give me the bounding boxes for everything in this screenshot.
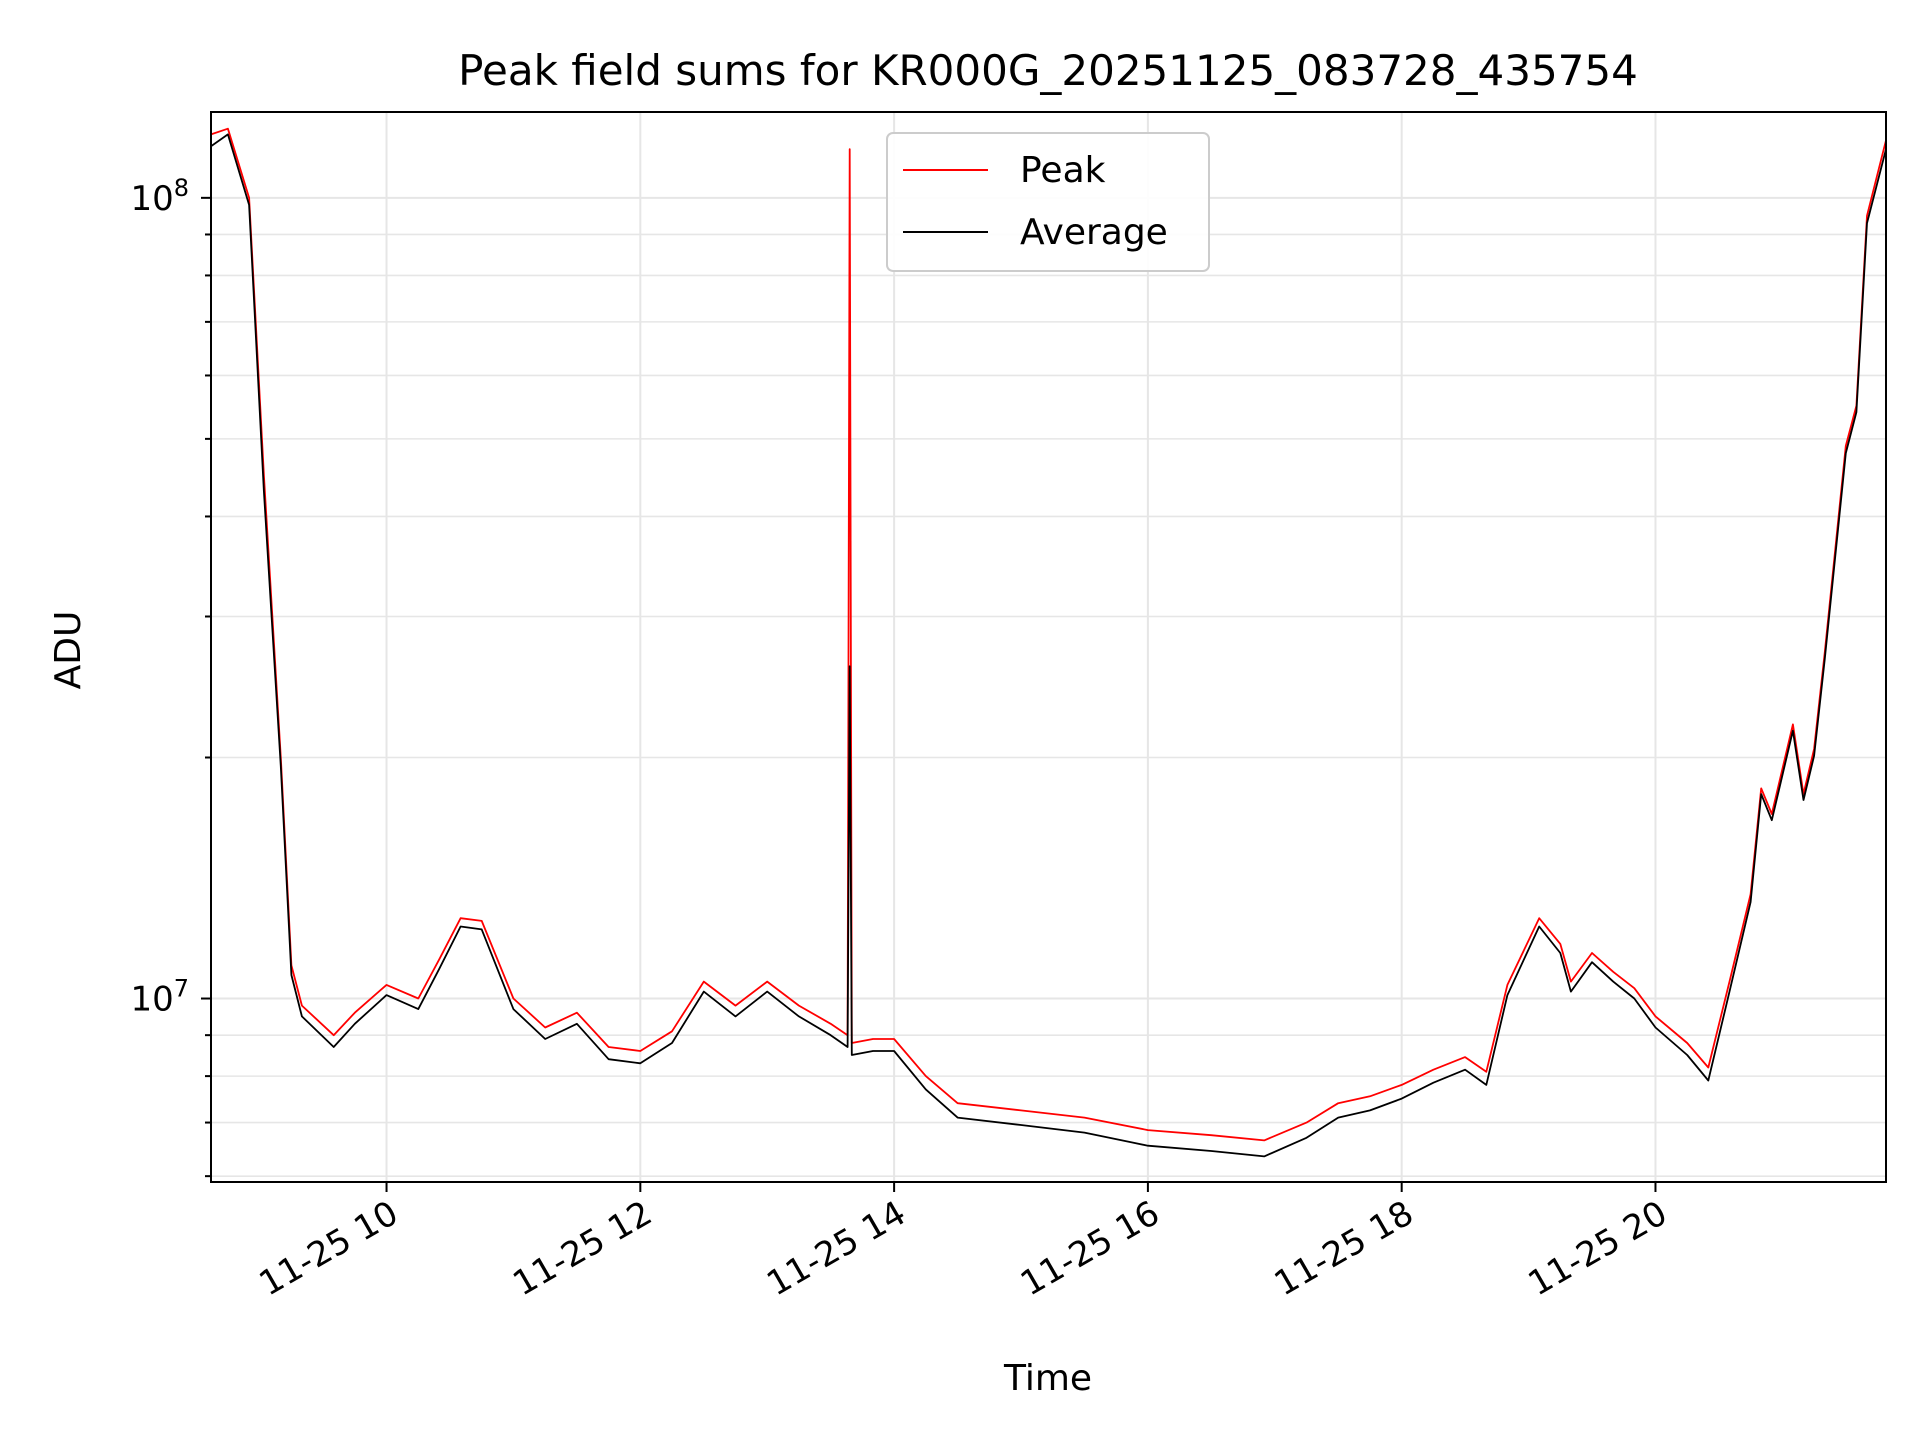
plot-area-frame (210, 111, 1887, 1183)
y-axis-label: ADU (48, 611, 89, 690)
series-line-peak (210, 127, 1887, 1142)
grid-lines (211, 112, 1886, 1182)
series-lines (210, 127, 1887, 1158)
series-line-average (210, 133, 1887, 1158)
y-tick-exponent: 7 (174, 975, 189, 1003)
y-tick-exponent: 8 (174, 174, 189, 202)
legend-box (886, 132, 1210, 272)
legend: Peak Average (886, 132, 1210, 272)
legend-label-average: Average (1020, 212, 1168, 253)
y-tick-label: 107 (130, 975, 189, 1020)
x-axis-label: Time (1003, 1358, 1092, 1399)
legend-label-peak: Peak (1020, 150, 1106, 191)
chart-title: Peak field sums for KR000G_20251125_0837… (458, 46, 1638, 95)
